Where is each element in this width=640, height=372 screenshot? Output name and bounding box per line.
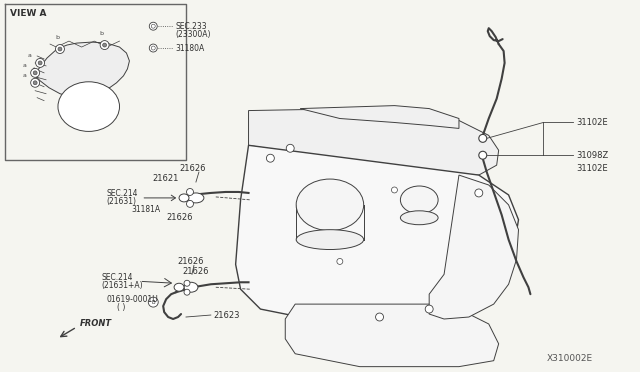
Circle shape <box>475 189 483 197</box>
Text: X310002E: X310002E <box>547 354 593 363</box>
Text: VIEW A: VIEW A <box>10 9 47 18</box>
Circle shape <box>184 280 190 286</box>
Polygon shape <box>32 42 129 97</box>
Text: 31102E: 31102E <box>576 164 608 173</box>
Ellipse shape <box>296 179 364 231</box>
Text: (23300A): (23300A) <box>175 30 211 39</box>
Circle shape <box>184 289 190 295</box>
Ellipse shape <box>401 211 438 225</box>
Ellipse shape <box>188 193 204 203</box>
Text: 21623: 21623 <box>214 311 240 320</box>
Text: ( ): ( ) <box>116 302 125 312</box>
Circle shape <box>186 189 193 195</box>
Circle shape <box>479 134 487 142</box>
Circle shape <box>151 24 156 28</box>
Text: SEC.214: SEC.214 <box>102 273 133 282</box>
Text: 21621: 21621 <box>153 174 179 183</box>
Ellipse shape <box>401 186 438 214</box>
Text: SEC.214: SEC.214 <box>107 189 138 198</box>
Text: 31181A: 31181A <box>131 205 161 214</box>
Circle shape <box>266 154 275 162</box>
Circle shape <box>33 81 37 85</box>
Circle shape <box>56 45 65 54</box>
Circle shape <box>149 22 157 30</box>
Circle shape <box>186 201 193 207</box>
Circle shape <box>31 78 40 87</box>
Text: a: a <box>22 73 26 78</box>
Circle shape <box>425 305 433 313</box>
Text: 31180A: 31180A <box>175 44 204 52</box>
Circle shape <box>33 71 37 75</box>
Text: (21631): (21631) <box>107 198 136 206</box>
Ellipse shape <box>58 82 120 131</box>
Circle shape <box>58 47 62 51</box>
Text: b: b <box>100 31 104 36</box>
Text: 21626: 21626 <box>182 267 209 276</box>
Text: B: B <box>152 299 155 305</box>
Text: FRONT: FRONT <box>80 320 112 328</box>
Circle shape <box>148 297 158 307</box>
Circle shape <box>151 46 156 50</box>
Text: 31098Z: 31098Z <box>576 151 609 160</box>
Text: SEC.233: SEC.233 <box>175 22 207 31</box>
Ellipse shape <box>184 282 198 292</box>
Ellipse shape <box>174 283 184 291</box>
Circle shape <box>286 144 294 152</box>
Circle shape <box>479 151 487 159</box>
Ellipse shape <box>179 194 189 202</box>
Circle shape <box>31 68 40 77</box>
Text: 31102E: 31102E <box>576 118 608 127</box>
Circle shape <box>102 43 107 47</box>
Text: 01619-0001U: 01619-0001U <box>107 295 158 304</box>
Circle shape <box>392 187 397 193</box>
Circle shape <box>337 259 343 264</box>
Text: (21631+A): (21631+A) <box>102 281 143 290</box>
Text: 21626: 21626 <box>180 164 206 173</box>
Text: 21626: 21626 <box>166 213 193 222</box>
Circle shape <box>376 313 383 321</box>
Polygon shape <box>236 145 518 324</box>
Polygon shape <box>300 106 459 128</box>
Text: b: b <box>55 35 59 40</box>
Text: a: a <box>22 63 26 68</box>
Circle shape <box>100 41 109 49</box>
Circle shape <box>36 58 45 67</box>
Polygon shape <box>429 175 518 319</box>
Text: 21626: 21626 <box>178 257 204 266</box>
Polygon shape <box>248 109 499 175</box>
Ellipse shape <box>296 230 364 250</box>
Circle shape <box>149 44 157 52</box>
Text: a: a <box>28 54 31 58</box>
Circle shape <box>38 61 42 65</box>
Polygon shape <box>285 304 499 367</box>
